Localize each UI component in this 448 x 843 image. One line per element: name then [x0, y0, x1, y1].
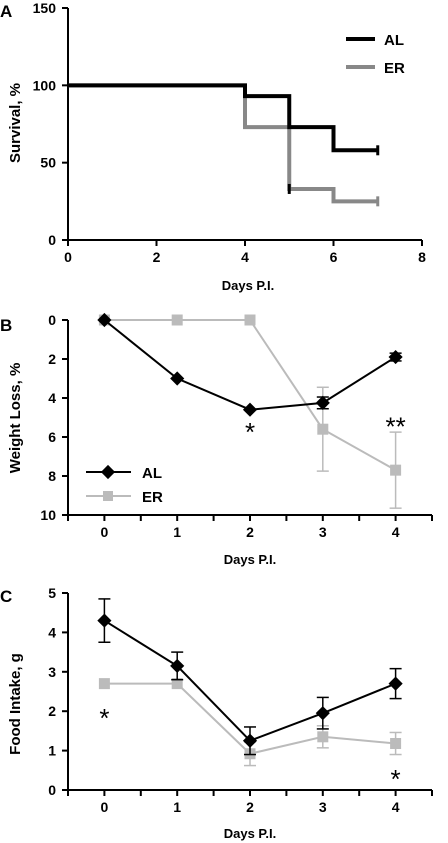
panel-b-x-axis-label: Days P.I.	[224, 552, 277, 567]
panel-letter-c: C	[0, 587, 12, 606]
panel-c-x-tick-label: 3	[319, 799, 327, 815]
panel-c-x-tick-label: 4	[392, 799, 400, 815]
data-point-er	[171, 314, 183, 326]
data-point-al	[97, 312, 112, 328]
panel-c-x-tick-label: 0	[101, 799, 109, 815]
panel-c-x-axis-label: Days P.I.	[224, 826, 277, 841]
panel-c-x-tick-label: 2	[246, 799, 254, 815]
panel-b-y-tick-label: 8	[48, 468, 56, 484]
panel-a-legend: AL ER	[346, 32, 405, 77]
data-point-al	[97, 613, 112, 628]
data-point-al	[388, 349, 403, 365]
panel-b-y-tick-label: 0	[48, 312, 56, 328]
panel-a-x-tick-label: 8	[418, 249, 426, 265]
legend-marker-al	[100, 464, 116, 480]
data-point-er	[390, 738, 402, 750]
series-line-al	[103, 619, 396, 742]
panel-a-x-tick-label: 2	[153, 249, 161, 265]
panel-b-x-tick-label: 1	[173, 524, 181, 540]
significance-marker: *	[99, 703, 109, 733]
panel-letter-b: B	[0, 316, 12, 335]
significance-marker: *	[245, 417, 255, 447]
panel-a-y-tick-label: 50	[40, 155, 56, 171]
panel-b-y-tick-label: 6	[48, 429, 56, 445]
data-point-er	[98, 678, 110, 690]
panel-c-y-tick-label: 0	[48, 782, 56, 798]
panel-c-y-tick-label: 3	[48, 664, 56, 680]
legend-label-er: ER	[142, 489, 163, 506]
panel-b-y-tick-label: 4	[48, 390, 56, 406]
significance-marker: *	[391, 764, 401, 794]
panel-c-x-tick-label: 1	[173, 799, 181, 815]
data-point-al	[170, 658, 185, 673]
panel-c-y-tick-label: 4	[48, 624, 56, 640]
panel-c-y-tick-label: 5	[48, 585, 56, 601]
series-line-al	[103, 319, 397, 411]
panel-letter-a: A	[0, 2, 12, 21]
data-point-er	[390, 464, 402, 476]
legend-marker-er	[103, 491, 113, 501]
data-point-er	[317, 423, 329, 435]
panel-b-legend: AL ER	[86, 464, 163, 506]
legend-label-al: AL	[384, 32, 404, 49]
panel-a-y-axis-label: Survival, %	[7, 83, 24, 163]
legend-label-al: AL	[142, 465, 162, 482]
panel-c: C Food Intake, g Days P.I. 0 1 2 3 4 5 0 1 2 3 4 *…	[0, 585, 433, 841]
data-point-al	[242, 402, 258, 417]
data-point-al	[315, 395, 330, 410]
panel-a-y-tick-label: 150	[33, 0, 57, 16]
panel-a-x-tick-label: 0	[64, 249, 72, 265]
panel-b-y-tick-label: 10	[40, 507, 56, 523]
panel-b-y-axis-label: Weight Loss, %	[7, 363, 24, 474]
panel-b-x-tick-label: 2	[246, 524, 254, 540]
data-point-al	[315, 706, 330, 721]
panel-a-y-tick-label: 0	[48, 232, 56, 248]
data-point-er	[317, 731, 329, 743]
data-point-al	[170, 371, 185, 386]
data-point-al	[388, 676, 403, 691]
legend-label-er: ER	[384, 60, 405, 77]
panel-b-x-tick-label: 4	[392, 524, 400, 540]
data-point-er	[171, 678, 183, 690]
series-line-er	[68, 83, 378, 204]
series-line-er	[104, 319, 397, 472]
panel-a-x-tick-label: 4	[241, 249, 249, 265]
panel-c-y-tick-label: 1	[48, 743, 56, 759]
series-line-al	[68, 83, 378, 153]
data-point-er	[244, 314, 256, 326]
panel-a-x-tick-label: 6	[330, 249, 338, 265]
data-point-al	[242, 733, 258, 748]
significance-marker: **	[385, 411, 405, 441]
panel-c-y-axis-label: Food Intake, g	[7, 653, 24, 755]
panel-b-x-tick-label: 0	[101, 524, 109, 540]
panel-b-y-tick-label: 2	[48, 351, 56, 367]
panel-c-y-tick-label: 2	[48, 703, 56, 719]
panel-a: A Survival, % Days P.I. 0 50 100 150 0 2 4 6 8 A…	[0, 0, 426, 293]
panel-a-x-axis-label: Days P.I.	[222, 278, 275, 293]
panel-a-y-tick-label: 100	[33, 77, 57, 93]
panel-b-x-tick-label: 3	[319, 524, 327, 540]
